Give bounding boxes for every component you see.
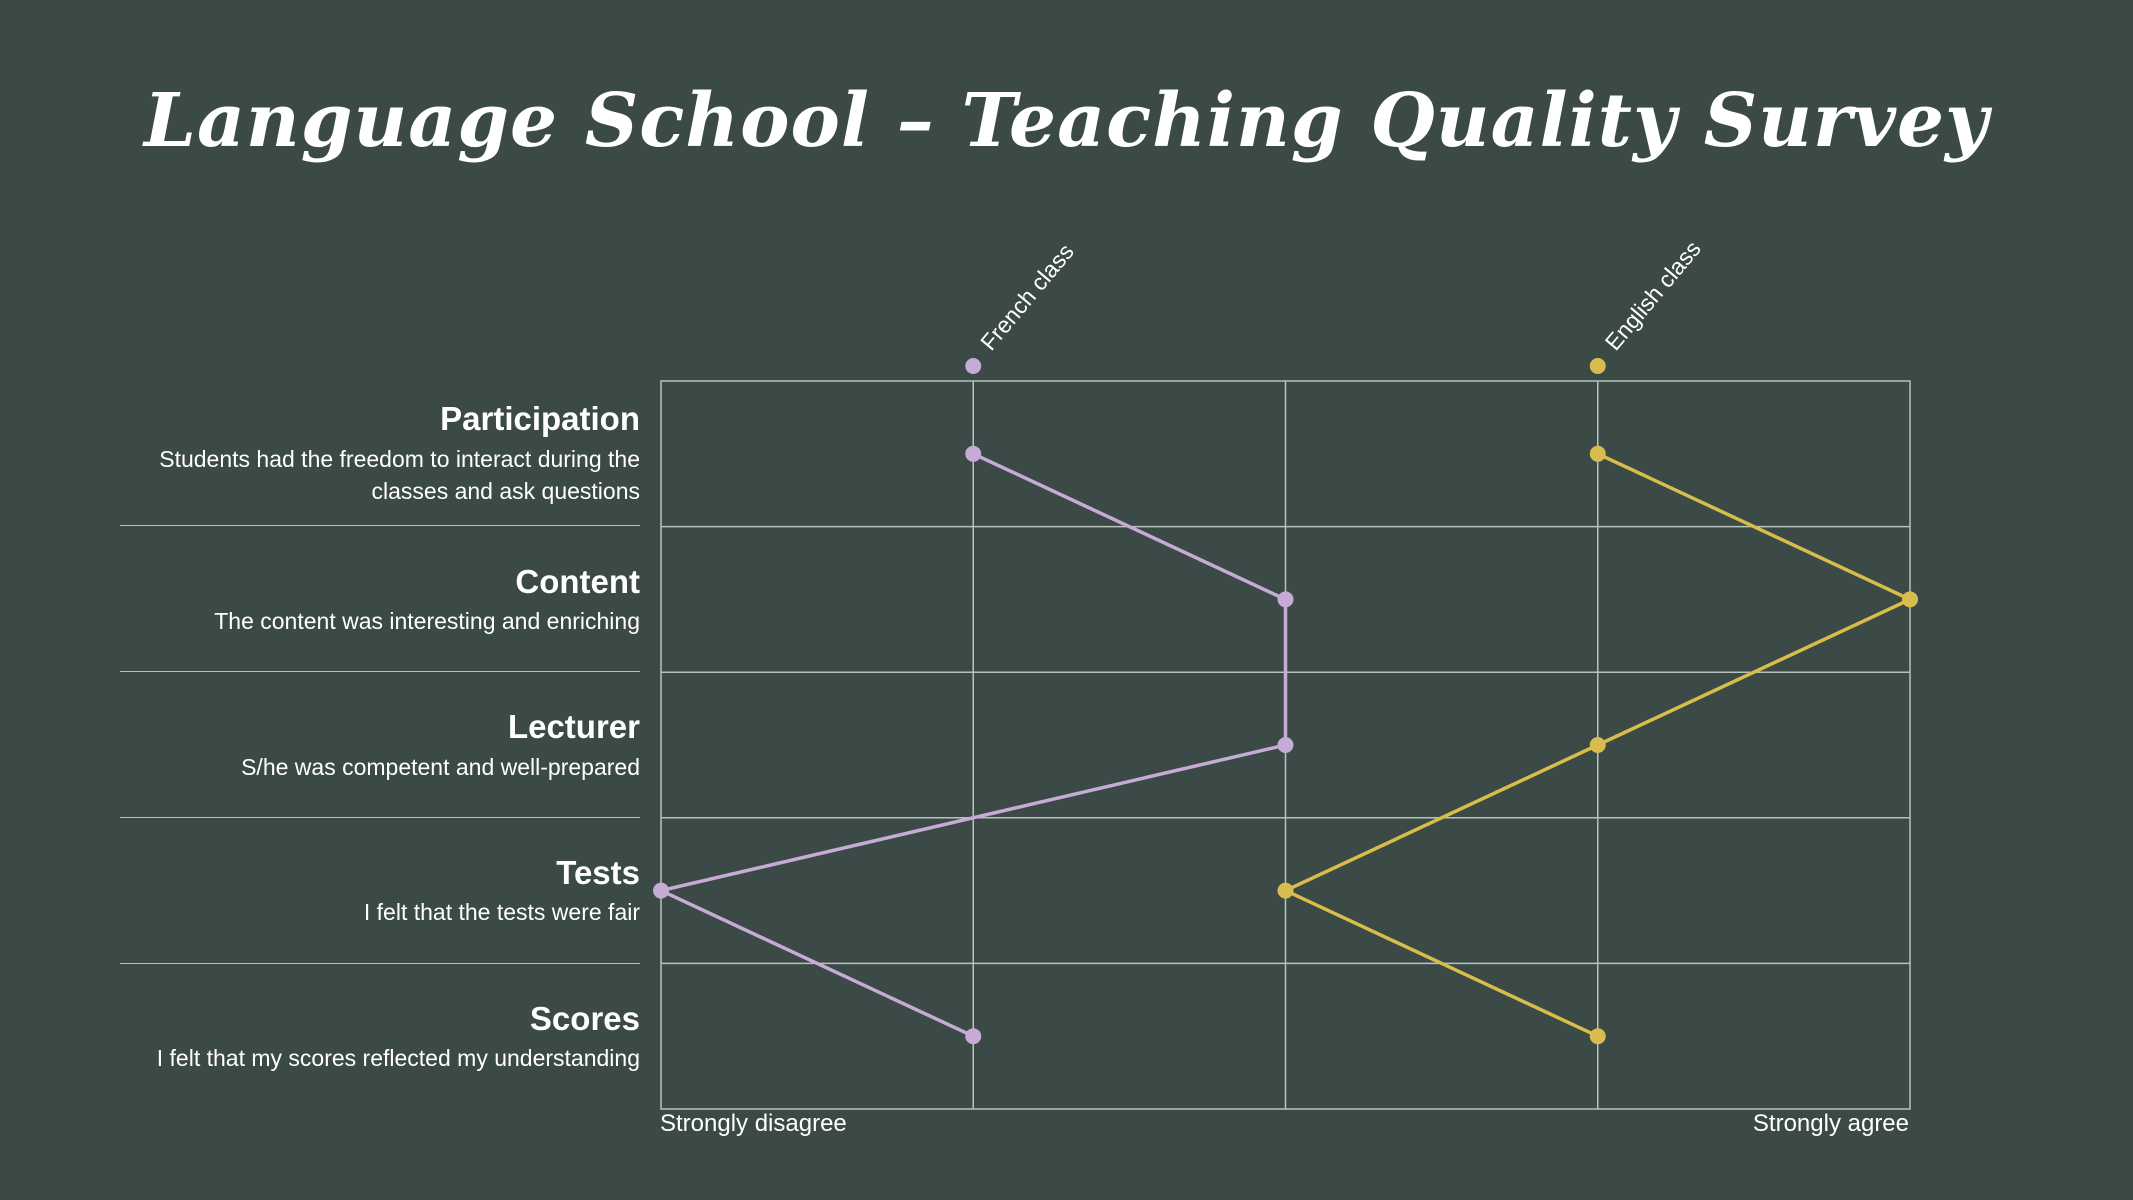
data-point-french-class	[1277, 591, 1294, 608]
data-point-english-class	[1589, 445, 1606, 462]
data-point-english-class	[1589, 737, 1606, 753]
question-description-content: The content was interesting and enrichin…	[214, 608, 640, 634]
row-divider	[120, 817, 640, 818]
data-point-english-class	[1277, 882, 1294, 899]
data-point-french-class	[965, 445, 982, 462]
legend-label-french-class: French class	[975, 239, 1079, 356]
row-divider	[120, 525, 640, 526]
data-point-french-class	[965, 1028, 982, 1045]
question-description-participation: Students had the freedom to interact dur…	[159, 446, 640, 504]
scale-max-label: Strongly agree	[1752, 1110, 1909, 1137]
page-title: Language School – Teaching Quality Surve…	[143, 78, 1990, 164]
legend-label-english-class: English class	[1600, 236, 1706, 356]
question-title-scores: Scores	[529, 1000, 640, 1037]
question-title-tests: Tests	[556, 854, 640, 891]
legend-marker-french-class	[965, 358, 982, 374]
data-point-english-class	[1902, 591, 1918, 608]
question-title-lecturer: Lecturer	[507, 708, 640, 745]
scale-min-label: Strongly disagree	[660, 1110, 847, 1137]
row-divider	[120, 963, 640, 964]
legend-marker-english-class	[1589, 358, 1606, 374]
question-title-content: Content	[515, 563, 640, 600]
row-divider	[120, 671, 640, 672]
data-point-french-class	[1277, 737, 1294, 753]
data-point-french-class	[653, 882, 669, 899]
data-point-english-class	[1589, 1028, 1606, 1045]
question-description-tests: I felt that the tests were fair	[363, 899, 640, 925]
question-description-scores: I felt that my scores reflected my under…	[156, 1045, 640, 1071]
question-title-participation: Participation	[440, 400, 640, 437]
question-description-lecturer: S/he was competent and well-prepared	[241, 754, 640, 780]
